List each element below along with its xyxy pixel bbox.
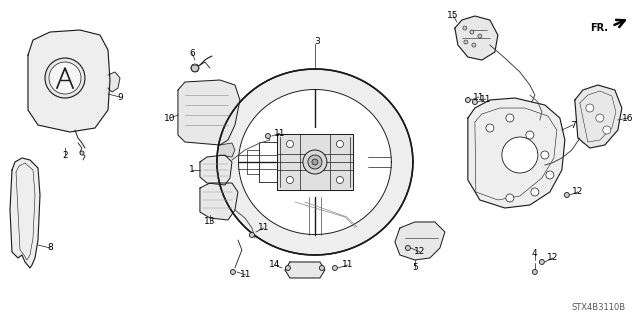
Circle shape bbox=[230, 270, 236, 274]
Polygon shape bbox=[10, 158, 40, 268]
Text: 16: 16 bbox=[622, 114, 634, 122]
Polygon shape bbox=[220, 143, 235, 157]
Text: 12: 12 bbox=[414, 248, 426, 256]
Text: 11: 11 bbox=[473, 93, 484, 101]
Text: 4: 4 bbox=[532, 249, 538, 258]
Circle shape bbox=[564, 192, 570, 197]
Circle shape bbox=[546, 171, 554, 179]
Circle shape bbox=[312, 159, 318, 165]
Polygon shape bbox=[200, 183, 238, 220]
Circle shape bbox=[250, 233, 255, 237]
Circle shape bbox=[308, 155, 322, 169]
Polygon shape bbox=[277, 134, 353, 190]
Text: 13: 13 bbox=[204, 218, 216, 226]
Circle shape bbox=[531, 188, 539, 196]
Polygon shape bbox=[455, 16, 498, 60]
Circle shape bbox=[319, 265, 324, 271]
Text: 9: 9 bbox=[117, 93, 123, 101]
Circle shape bbox=[532, 270, 538, 274]
Circle shape bbox=[465, 98, 470, 102]
Circle shape bbox=[478, 34, 482, 38]
Polygon shape bbox=[217, 69, 413, 255]
Circle shape bbox=[337, 140, 344, 147]
Circle shape bbox=[472, 100, 477, 105]
Circle shape bbox=[285, 265, 291, 271]
Circle shape bbox=[586, 104, 594, 112]
Text: 15: 15 bbox=[447, 11, 459, 19]
Text: FR.: FR. bbox=[590, 23, 608, 33]
Circle shape bbox=[80, 151, 84, 155]
Circle shape bbox=[405, 246, 410, 250]
Circle shape bbox=[540, 259, 545, 264]
Text: 5: 5 bbox=[412, 263, 418, 272]
Text: 2: 2 bbox=[62, 151, 68, 160]
Polygon shape bbox=[178, 80, 240, 145]
Text: STX4B3110B: STX4B3110B bbox=[572, 303, 626, 313]
Circle shape bbox=[596, 114, 604, 122]
Text: 8: 8 bbox=[47, 243, 53, 252]
Circle shape bbox=[49, 62, 81, 94]
Text: 1: 1 bbox=[189, 166, 195, 174]
Text: 11: 11 bbox=[342, 261, 354, 270]
Polygon shape bbox=[575, 85, 622, 148]
Polygon shape bbox=[285, 262, 325, 278]
Circle shape bbox=[287, 140, 293, 147]
Text: 12: 12 bbox=[572, 188, 584, 197]
Polygon shape bbox=[395, 222, 445, 260]
Circle shape bbox=[303, 150, 327, 174]
Circle shape bbox=[526, 131, 534, 139]
Text: 7: 7 bbox=[570, 121, 576, 130]
Circle shape bbox=[463, 26, 467, 30]
Circle shape bbox=[502, 137, 538, 173]
Text: 14: 14 bbox=[269, 261, 280, 270]
Circle shape bbox=[603, 126, 611, 134]
Circle shape bbox=[472, 43, 476, 47]
Text: 3: 3 bbox=[314, 37, 320, 46]
Circle shape bbox=[45, 58, 85, 98]
Polygon shape bbox=[468, 98, 565, 208]
Circle shape bbox=[266, 134, 271, 138]
Circle shape bbox=[541, 151, 549, 159]
Circle shape bbox=[506, 194, 514, 202]
Text: 10: 10 bbox=[164, 114, 176, 122]
Polygon shape bbox=[200, 155, 232, 185]
Circle shape bbox=[287, 176, 293, 183]
Text: 12: 12 bbox=[547, 254, 559, 263]
Circle shape bbox=[332, 265, 337, 271]
Text: 11: 11 bbox=[274, 129, 285, 137]
Polygon shape bbox=[108, 72, 120, 92]
Text: 6: 6 bbox=[189, 48, 195, 57]
Text: 11: 11 bbox=[240, 271, 252, 279]
Text: 11: 11 bbox=[258, 224, 269, 233]
Polygon shape bbox=[28, 30, 110, 132]
Circle shape bbox=[470, 30, 474, 34]
Circle shape bbox=[337, 176, 344, 183]
Circle shape bbox=[486, 124, 494, 132]
Text: 11: 11 bbox=[480, 94, 492, 104]
Circle shape bbox=[506, 114, 514, 122]
Circle shape bbox=[191, 64, 199, 72]
Circle shape bbox=[464, 40, 468, 44]
Polygon shape bbox=[239, 89, 391, 234]
